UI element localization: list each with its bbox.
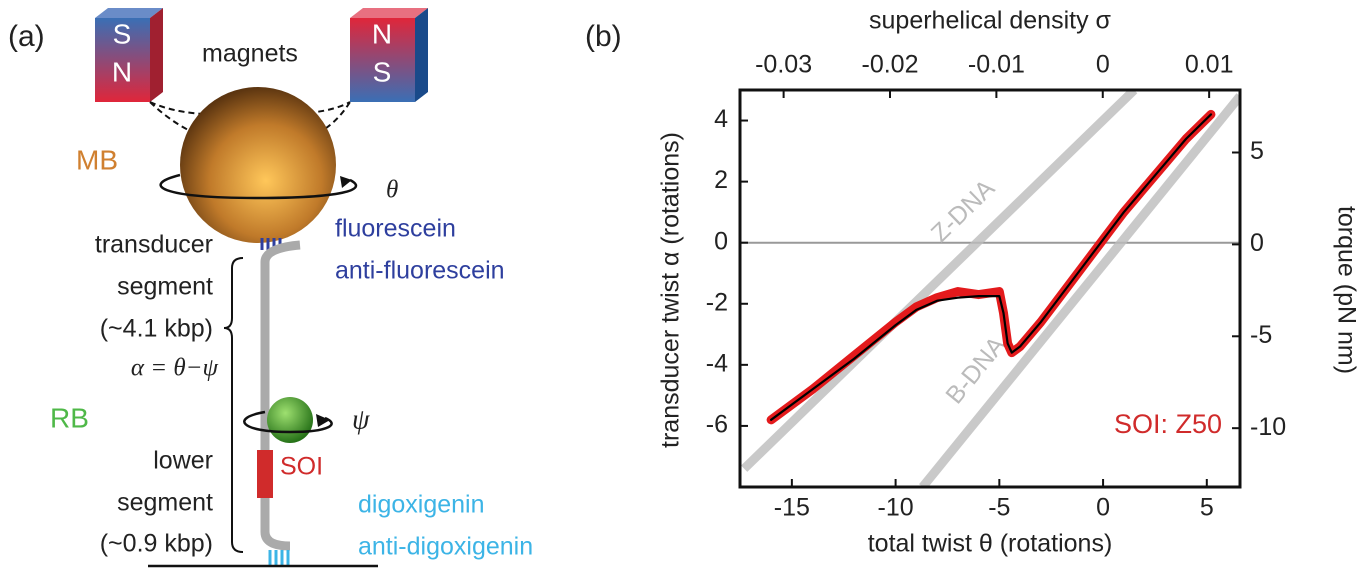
y2-tick-label: 5	[1250, 137, 1264, 165]
magnet	[350, 18, 415, 102]
pole: S	[113, 18, 132, 49]
digoxigenin: digoxigenin	[358, 491, 485, 519]
y2-tick-label: 0	[1250, 229, 1264, 257]
magnet	[350, 8, 428, 18]
panel-label: (b)	[585, 20, 622, 53]
data-line	[766, 109, 1216, 425]
y2-tick-label: -10	[1250, 413, 1286, 441]
x2-axis-title: superhelical density σ	[869, 7, 1112, 35]
x-axis-title: total twist θ (rotations)	[868, 530, 1113, 558]
y-tick-label: -4	[706, 349, 728, 377]
x2-tick-label: -0.01	[968, 51, 1025, 79]
alpha-equation: α = θ−ψ	[131, 355, 219, 382]
magnet	[150, 8, 163, 102]
x-tick-label: 0	[1096, 494, 1110, 522]
anti-fluorescein: anti-fluorescein	[335, 257, 505, 285]
pole: S	[373, 56, 392, 87]
reference-line	[919, 93, 1240, 487]
lower-label: lower	[153, 447, 213, 475]
field-line	[149, 101, 351, 145]
annotation: SOI: Z50	[1114, 409, 1222, 439]
x-tick-label: -5	[988, 494, 1010, 522]
brace	[223, 257, 244, 553]
magnet	[415, 8, 428, 102]
reference-line	[741, 90, 1138, 472]
panel-a: (a) S N N S magnets θ MB ψ fluorescein a…	[8, 8, 533, 568]
digoxigenin-links	[268, 550, 290, 565]
fluorescein: fluorescein	[335, 215, 456, 243]
arrow-head	[340, 176, 352, 188]
rb-label: RB	[50, 402, 89, 433]
transducer-label: (~4.1 kbp)	[100, 315, 213, 343]
rotation-arrow	[159, 173, 358, 200]
y-tick-label: 4	[714, 105, 728, 133]
x2-tick-label: 0	[1096, 51, 1110, 79]
panel-label: (a)	[8, 20, 45, 53]
x-tick-label: 5	[1200, 494, 1214, 522]
y-axis-title: transducer twist α (rotations)	[657, 132, 685, 448]
pole: N	[112, 56, 132, 87]
lower-label: (~0.9 kbp)	[100, 530, 213, 558]
pole: N	[372, 18, 392, 49]
y-tick-label: 0	[714, 227, 728, 255]
psi: ψ	[352, 404, 370, 435]
x-tick-label: -15	[774, 494, 810, 522]
arrow-head	[316, 414, 330, 427]
y-tick-label: 2	[714, 166, 728, 194]
data-line	[770, 113, 1213, 421]
y2-tick-label: -5	[1250, 321, 1272, 349]
x-tick-label: -10	[878, 494, 914, 522]
magnets-label: magnets	[202, 40, 298, 68]
rotor-bead	[267, 397, 313, 443]
soi-label: SOI	[280, 453, 323, 481]
anti-digoxigenin: anti-digoxigenin	[358, 533, 533, 561]
panel-b: (b) superhelical density σ total twist θ…	[585, 7, 1360, 558]
y-tick-label: -6	[706, 411, 728, 439]
magnetic-bead	[180, 87, 336, 243]
x2-tick-label: 0.01	[1185, 51, 1234, 79]
y-tick-label: -2	[706, 288, 728, 316]
magnet	[95, 8, 163, 18]
plot-frame	[738, 88, 1242, 489]
rotation-arrow	[243, 410, 333, 434]
x2-tick-label: -0.03	[755, 51, 812, 79]
transducer-label: segment	[117, 273, 213, 301]
x2-tick-label: -0.02	[862, 51, 919, 79]
magnet	[95, 18, 150, 102]
y2-axis-title: torque (pN nm)	[1332, 206, 1360, 374]
soi-segment	[257, 450, 273, 498]
transducer-label: transducer	[95, 231, 213, 259]
theta: θ	[386, 177, 398, 204]
lower-label: segment	[117, 489, 213, 517]
dna	[260, 240, 301, 551]
mb-label: MB	[76, 144, 118, 175]
